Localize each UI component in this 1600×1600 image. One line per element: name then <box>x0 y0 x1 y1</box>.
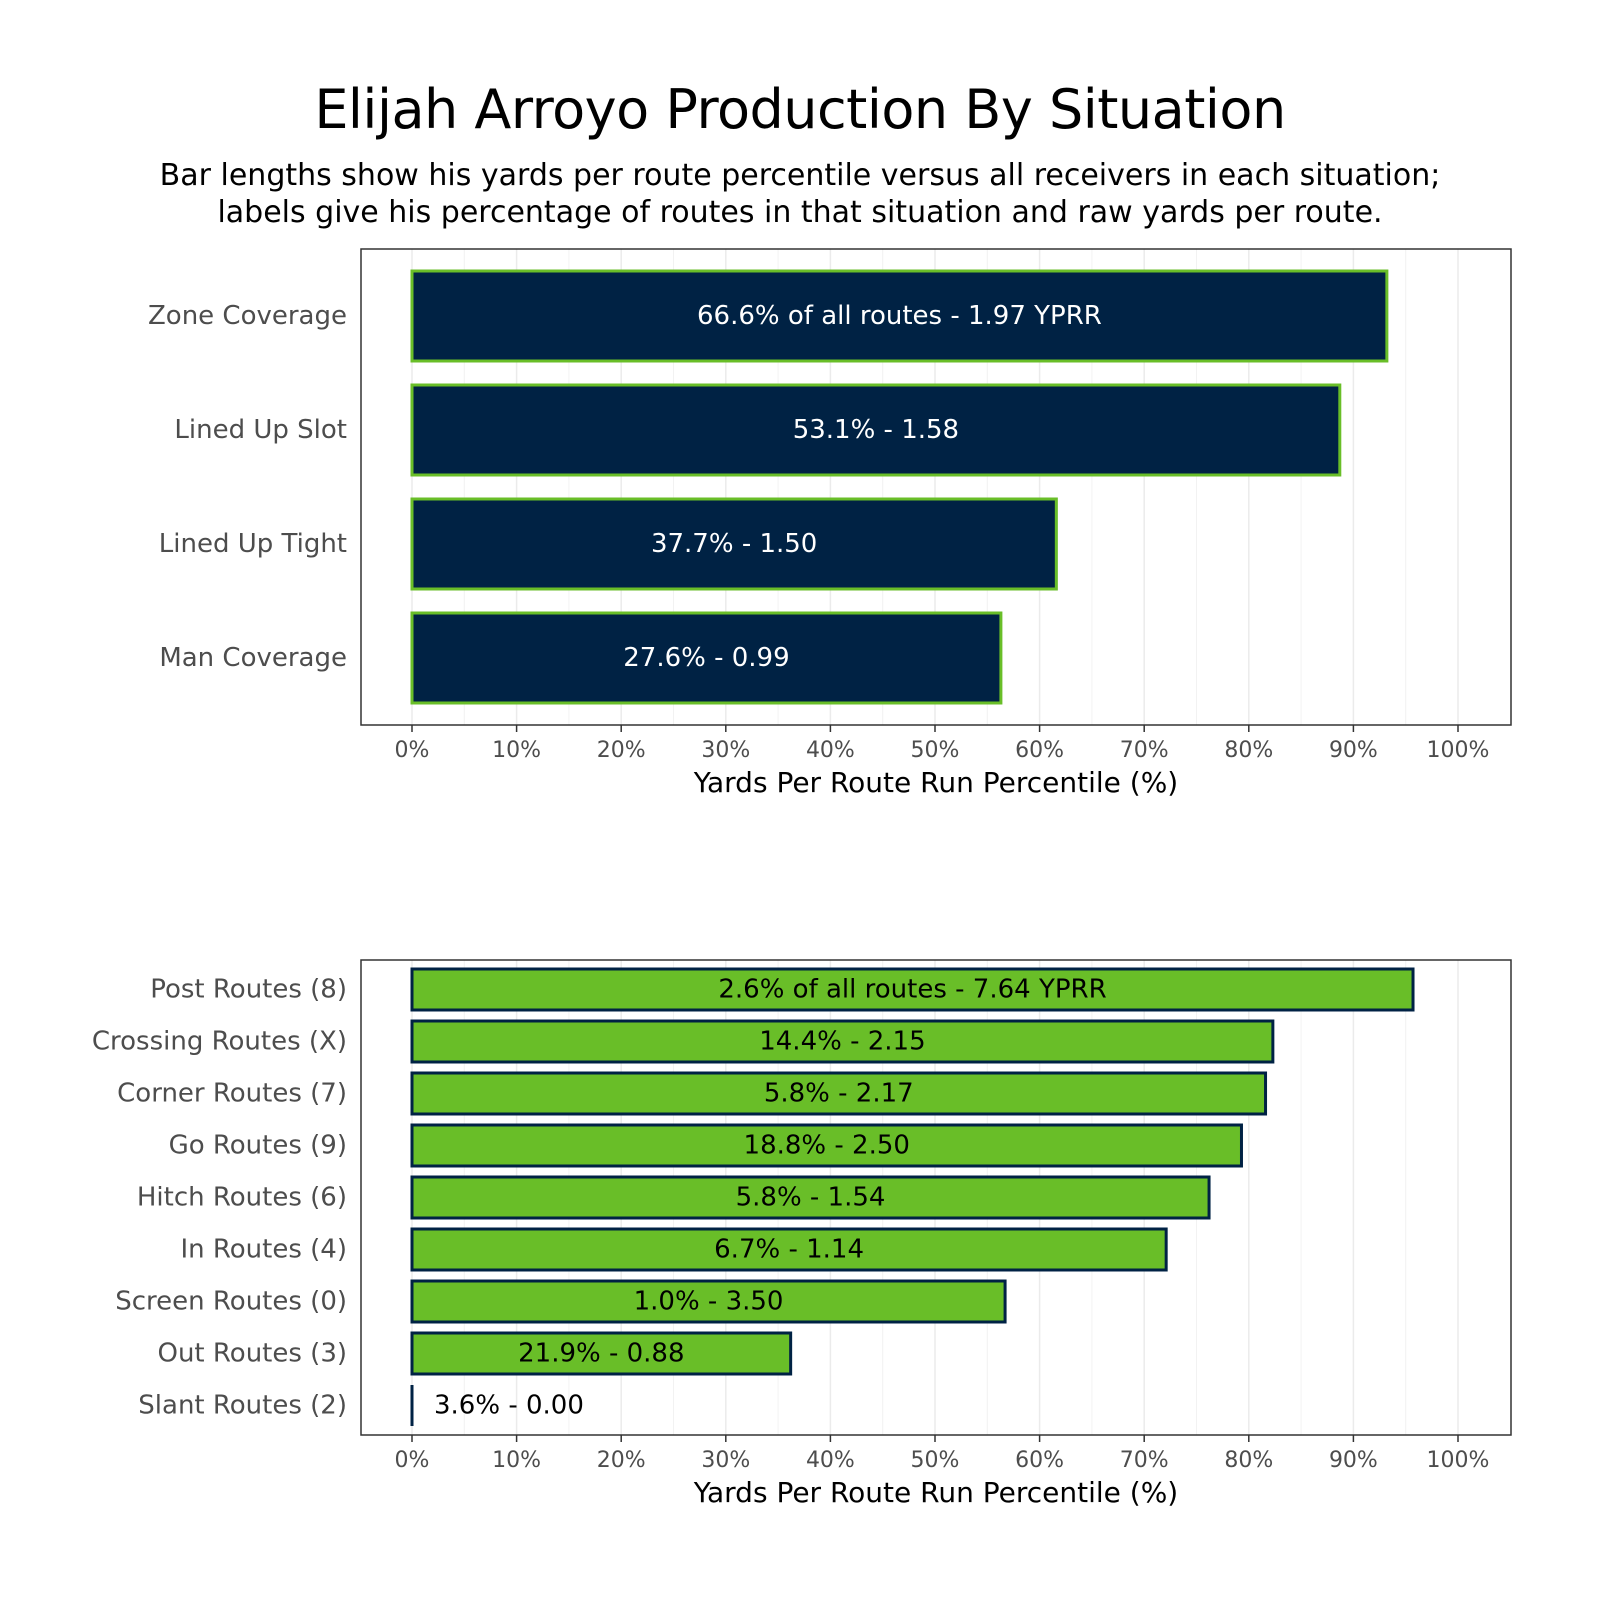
chart2-x-tick-label: 50% <box>911 1448 960 1473</box>
chart1-bar <box>410 269 1389 363</box>
chart2-x-tick-label: 20% <box>597 1448 646 1473</box>
chart1-x-tick-label: 30% <box>701 738 750 763</box>
chart2-category-label: Corner Routes (7) <box>117 1079 347 1109</box>
chart1-x-tick-label: 100% <box>1427 738 1490 763</box>
chart2-x-tick-label: 0% <box>395 1448 430 1473</box>
chart2-bar <box>410 967 1415 1012</box>
chart2-bar <box>410 1175 1211 1220</box>
chart1-bar-label: 66.6% of all routes - 1.97 YPRR <box>697 301 1102 331</box>
chart-title: Elijah Arroyo Production By Situation <box>314 78 1286 141</box>
chart2-bar-label: 1.0% - 3.50 <box>634 1287 784 1317</box>
chart2-category-label: In Routes (4) <box>180 1235 347 1265</box>
chart1-x-tick-label: 90% <box>1329 738 1378 763</box>
chart1-bar <box>410 383 1342 477</box>
chart2-bar <box>410 1279 1007 1324</box>
chart2-x-tick-label: 60% <box>1015 1448 1064 1473</box>
chart2-category-label: Go Routes (9) <box>169 1131 347 1161</box>
chart1-x-tick-label: 70% <box>1120 738 1169 763</box>
chart2-panel-border <box>360 959 1512 1436</box>
chart2-x-tick-label: 70% <box>1120 1448 1169 1473</box>
chart2-x-tick-label: 80% <box>1224 1448 1273 1473</box>
chart1-bar-label: 53.1% - 1.58 <box>793 415 959 445</box>
chart2-category-label: Out Routes (3) <box>157 1339 347 1369</box>
chart2-bar-label: 21.9% - 0.88 <box>518 1339 684 1369</box>
chart1-category-label: Lined Up Slot <box>174 415 347 445</box>
chart2-bar-label: 5.8% - 1.54 <box>736 1183 886 1213</box>
chart2-bar <box>410 1123 1243 1168</box>
chart1-x-tick-label: 0% <box>395 738 430 763</box>
chart1-x-tick-label: 20% <box>597 738 646 763</box>
chart2-bar-label: 14.4% - 2.15 <box>759 1027 925 1057</box>
chart2-bar-label: 18.8% - 2.50 <box>744 1131 910 1161</box>
chart1-x-tick-label: 50% <box>911 738 960 763</box>
chart2-category-label: Post Routes (8) <box>150 975 347 1005</box>
chart2-category-label: Screen Routes (0) <box>115 1287 347 1317</box>
chart1-x-tick-label: 10% <box>492 738 541 763</box>
chart2-x-axis-title: Yards Per Route Run Percentile (%) <box>693 1476 1178 1509</box>
chart1-category-label: Zone Coverage <box>148 301 347 331</box>
chart2-x-tick-label: 90% <box>1329 1448 1378 1473</box>
chart2-x-tick-label: 40% <box>806 1448 855 1473</box>
chart-subtitle-line-2: labels give his percentage of routes in … <box>217 195 1383 230</box>
chart2-category-label: Hitch Routes (6) <box>137 1183 347 1213</box>
chart1-bar <box>410 497 1058 591</box>
chart2-category-label: Slant Routes (2) <box>138 1391 347 1421</box>
chart2-bar-label: 6.7% - 1.14 <box>714 1235 864 1265</box>
chart1-x-tick-label: 60% <box>1015 738 1064 763</box>
chart2-bar-label: 2.6% of all routes - 7.64 YPRR <box>718 975 1106 1005</box>
chart1-x-tick-label: 80% <box>1224 738 1273 763</box>
chart1-category-label: Lined Up Tight <box>159 529 347 559</box>
chart1-panel-border <box>360 248 1512 726</box>
chart1-category-label: Man Coverage <box>159 643 347 673</box>
chart2-category-label: Crossing Routes (X) <box>92 1027 347 1057</box>
chart1-bar <box>410 611 1003 705</box>
chart2-bar <box>410 1071 1268 1116</box>
chart1-bar-label: 27.6% - 0.99 <box>623 643 789 673</box>
chart2-bar-label: 5.8% - 2.17 <box>764 1079 914 1109</box>
chart-subtitle-line-1: Bar lengths show his yards per route per… <box>159 158 1441 193</box>
chart2-bar <box>410 1019 1275 1064</box>
chart2-x-tick-label: 100% <box>1427 1448 1490 1473</box>
chart2-x-tick-label: 10% <box>492 1448 541 1473</box>
chart2-bar <box>410 1227 1168 1272</box>
chart2-bar <box>410 1331 793 1376</box>
chart2-bar-label: 3.6% - 0.00 <box>434 1391 584 1421</box>
chart2-x-tick-label: 30% <box>701 1448 750 1473</box>
chart1-x-tick-label: 40% <box>806 738 855 763</box>
chart1-x-axis-title: Yards Per Route Run Percentile (%) <box>693 766 1178 799</box>
chart1-bar-label: 37.7% - 1.50 <box>651 529 817 559</box>
